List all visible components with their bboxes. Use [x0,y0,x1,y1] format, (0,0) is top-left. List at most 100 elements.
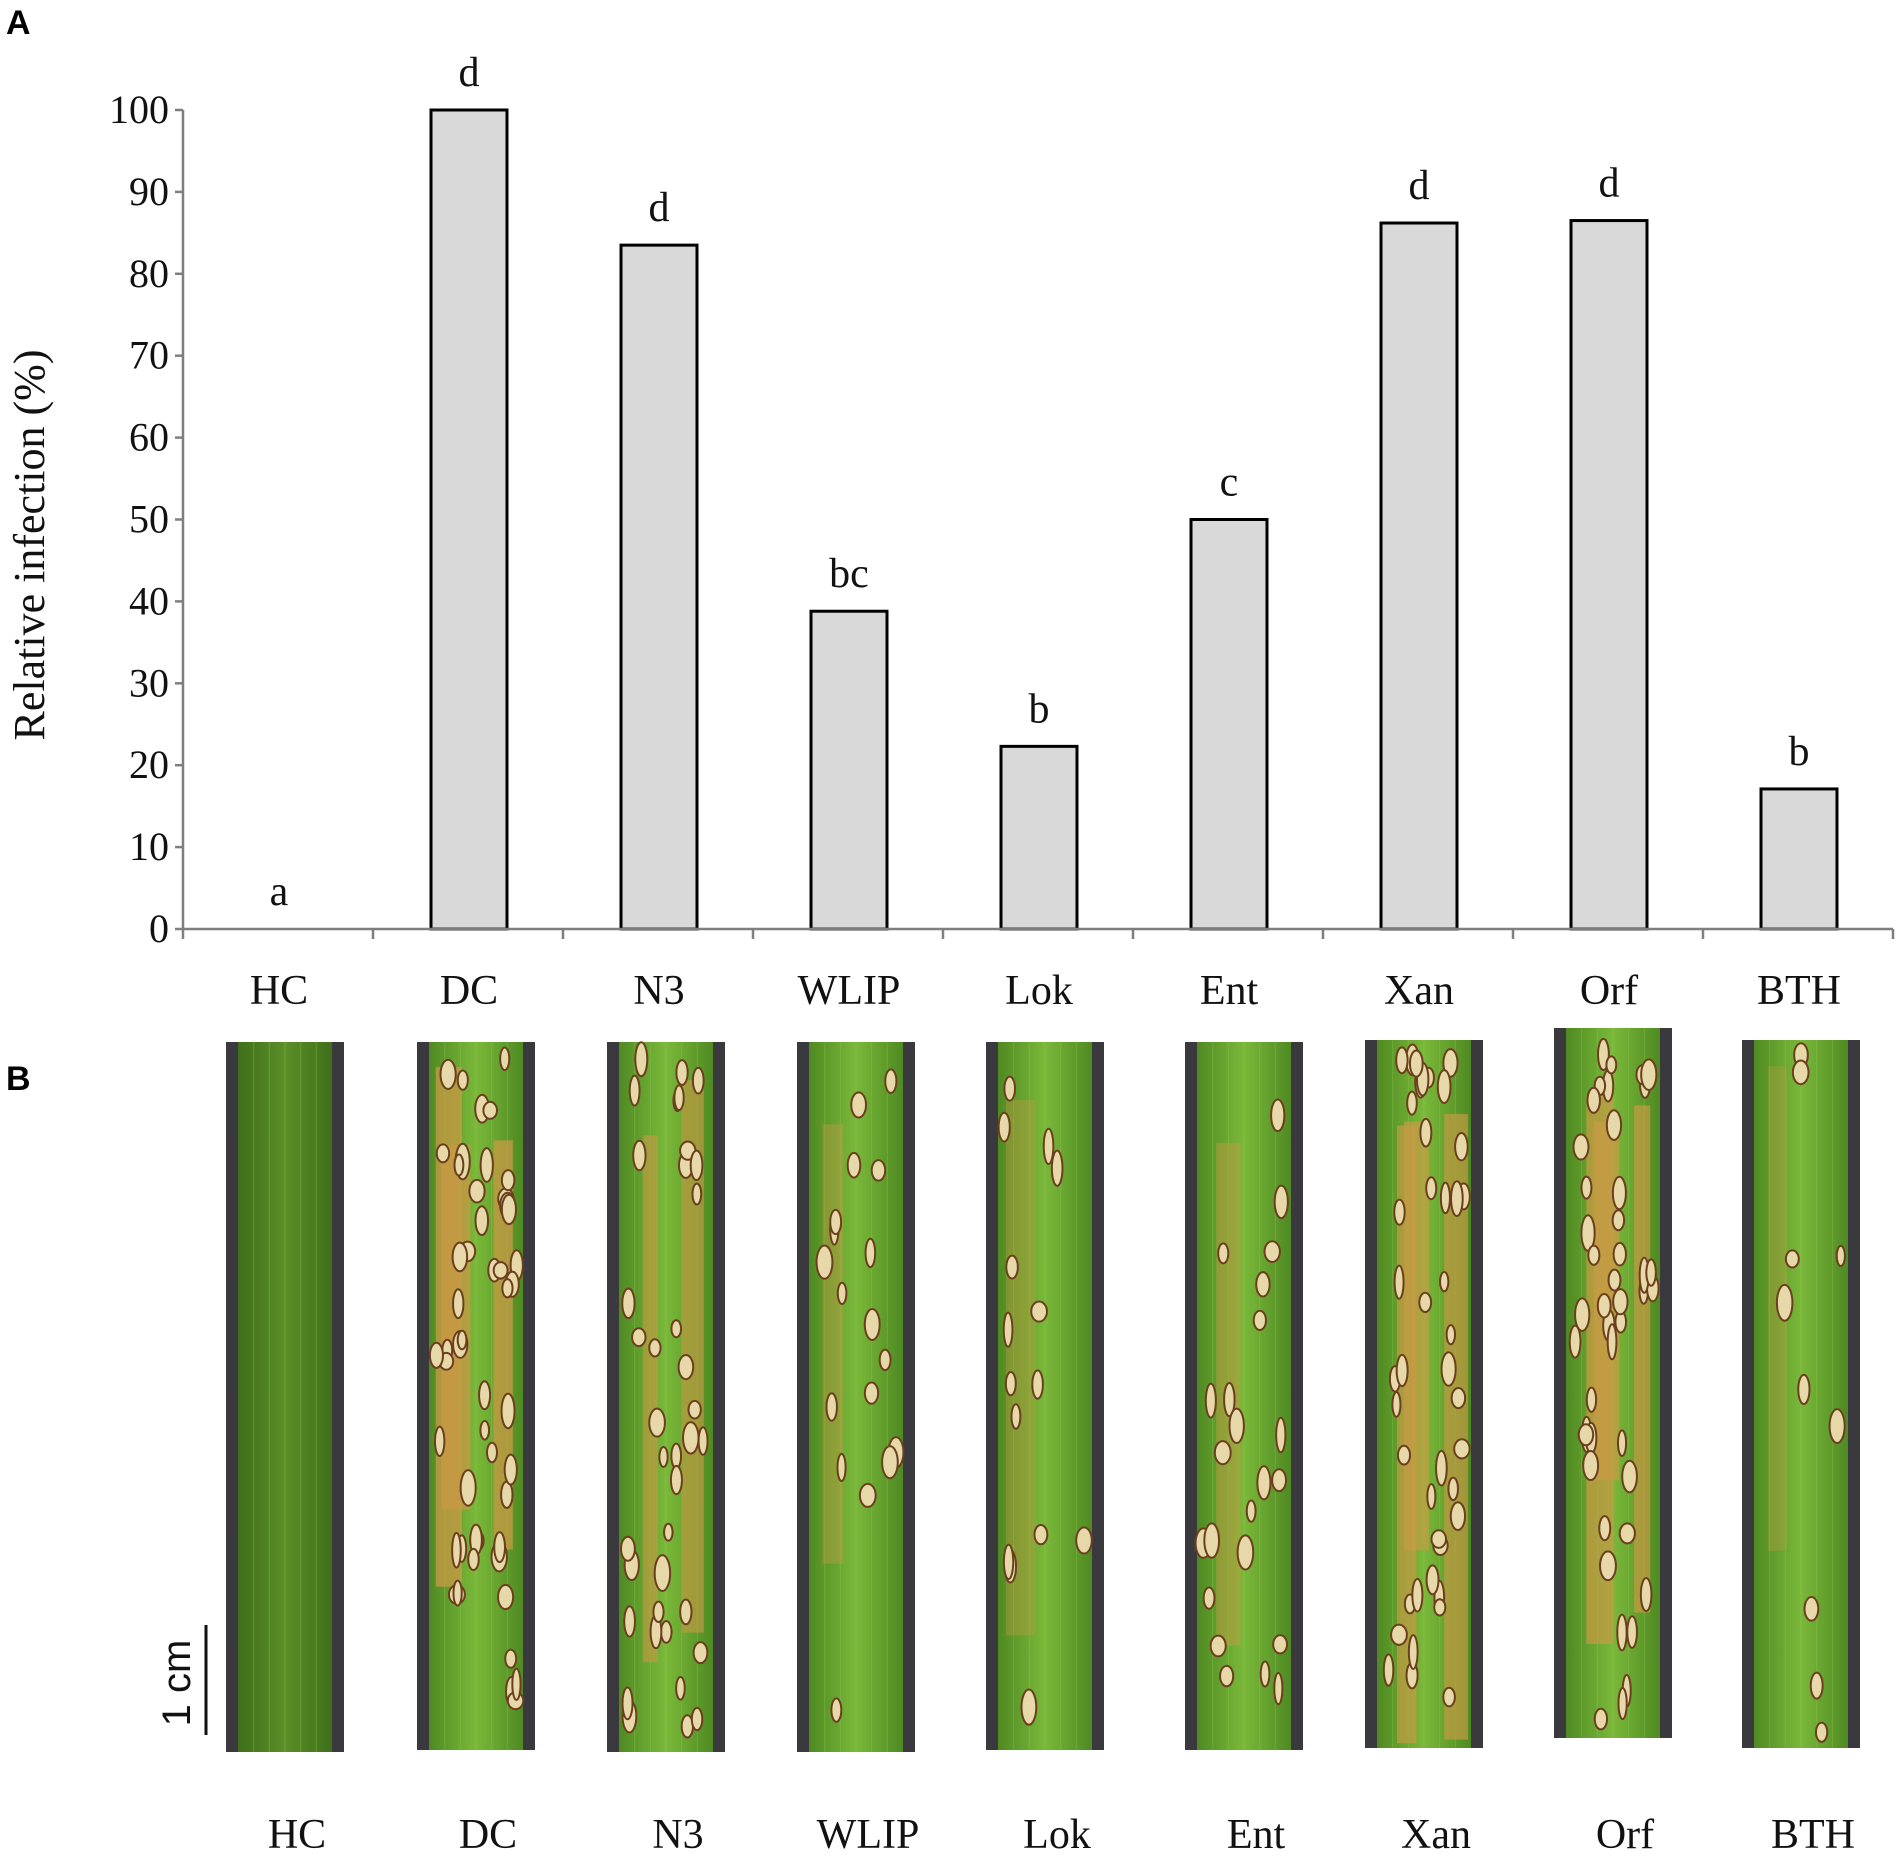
lesion-spot [621,1686,634,1721]
y-tick-label: 50 [129,497,169,542]
lesion-spot [815,1244,834,1280]
leaf-photo-wlip [797,1042,915,1752]
lesion-spot [479,1147,494,1183]
y-tick-label: 20 [129,742,169,787]
lesion-spot [631,1327,647,1348]
leaf-photo-label: DC [459,1812,517,1853]
lesion-spot [467,1547,480,1571]
lesion-spot [697,1426,709,1456]
lesion-band [1634,1105,1651,1613]
lesion-spot [682,1421,700,1455]
lesion-spot [504,1648,518,1669]
lesion-spot [492,1261,509,1280]
lesion-spot [1228,1407,1245,1445]
significance-letter: d [1599,161,1620,207]
lesion-spot [1596,1292,1612,1319]
lesion-spot [1259,1660,1271,1688]
lesion-spot [858,1482,877,1508]
lesion-spot [1645,1258,1657,1287]
lesion-spot [1809,1671,1824,1700]
lesion-spot [1611,1175,1627,1211]
lesion-spot [1223,1382,1236,1418]
lesion-spot [456,1069,469,1091]
lesion-spot [493,1531,506,1564]
lesion-spot [1598,1515,1612,1542]
lesion-spot [863,1381,880,1405]
lesion-spot [1835,1244,1846,1267]
y-tick-label: 80 [129,251,169,296]
lesion-spot [500,1193,517,1226]
leaf-photo-label: WLIP [817,1812,920,1853]
lesion-spot [878,1348,892,1372]
lesion-spot [621,1287,636,1320]
lesion-spot [1252,1309,1267,1332]
lesion-spot [1075,1526,1093,1555]
lesion-spot [829,1208,843,1236]
lesion-spot [1586,1086,1601,1114]
lesion-spot [1442,1686,1456,1708]
lesion-spot [500,1392,516,1430]
lesion-spot [1202,1586,1216,1610]
x-category-label: WLIP [798,968,901,1014]
lesion-spot [1203,1522,1221,1559]
lesion-spot [1275,1416,1287,1454]
lesion-spot [1030,1300,1048,1323]
lesion-spot [1449,1501,1467,1531]
y-tick-label: 0 [149,906,169,951]
lesion-spot [468,1178,486,1204]
leaf-photo-label: Lok [1023,1812,1091,1853]
lesion-spot [1617,1687,1628,1721]
lesion-spot [1042,1127,1055,1166]
lesion-spot [648,1338,662,1358]
lesion-spot [884,1068,898,1094]
lesion-spot [1382,1653,1395,1687]
lesion-spot [870,1159,887,1182]
lesion-spot [670,1319,683,1339]
significance-letter: bc [829,551,869,597]
lesion-spot [456,1329,468,1351]
leaf-photo-label: BTH [1771,1812,1855,1853]
lesion-spot [452,1288,465,1320]
lesion-spot [486,1441,498,1464]
lesion-spot [1430,1529,1448,1549]
lesion-spot [1453,1438,1471,1460]
lesion-spot [1426,1483,1437,1510]
lesion-spot [691,1182,703,1206]
lesion-spot [1272,1634,1289,1655]
x-category-label: Ent [1200,968,1259,1014]
y-axis-label: Relative infection (%) [5,350,54,741]
lesion-spot [478,1380,492,1411]
lesion-spot [1010,1403,1022,1430]
lesion-spot [1593,1707,1609,1731]
lesion-spot [1568,1324,1582,1359]
lesion-spot [433,1425,446,1457]
significance-letter: d [1409,163,1430,209]
lesion-spot [1612,1288,1629,1316]
lesion-spot [1587,1244,1601,1266]
y-tick-label: 30 [129,660,169,705]
leaf-photo-orf [1554,1028,1672,1738]
lesion-spot [1450,1180,1464,1218]
lesion-spot [1004,1370,1017,1397]
lesion-band [493,1140,513,1550]
lesion-spot [692,1641,709,1665]
lesion-spot [1814,1721,1829,1743]
lesion-spot [881,1445,899,1480]
lesion-spot [1395,1353,1409,1388]
lesion-spot [451,1531,462,1569]
lesion-spot [1245,1499,1257,1523]
lesion-spot [1411,1577,1424,1613]
x-category-label: HC [250,968,308,1014]
lesion-spot [479,1420,491,1441]
lesion-spot [500,1169,516,1192]
scale-bar: 1 cm [155,1625,208,1735]
lesion-spot [1213,1440,1232,1466]
leaf-photo-hc [226,1042,344,1752]
lesion-spot [1204,1382,1217,1419]
lesion-spot [1435,1449,1448,1487]
leaf-photo-label: HC [268,1812,326,1853]
lesion-spot [499,1046,511,1072]
y-axis-ticks: 0 10 20 30 40 50 60 70 80 90 100 [109,87,183,951]
